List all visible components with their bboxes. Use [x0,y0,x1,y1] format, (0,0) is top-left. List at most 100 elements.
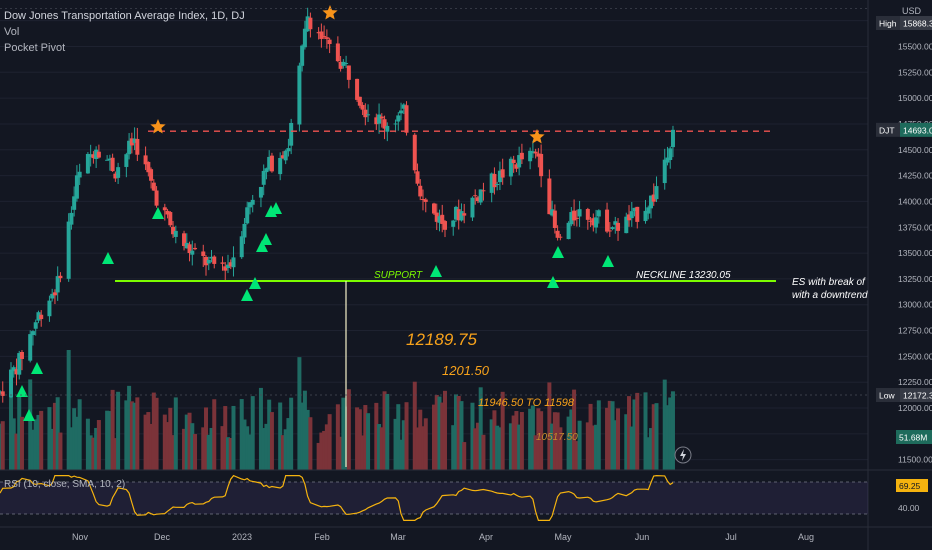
candle-body[interactable] [421,199,426,201]
candle-body[interactable] [360,105,365,110]
candle-body[interactable] [206,259,211,264]
candle-body[interactable] [33,322,38,329]
candle-body[interactable] [355,78,360,100]
candle-body[interactable] [250,199,255,205]
candle-body[interactable] [569,212,574,225]
candle-body[interactable] [442,221,447,230]
candle-body[interactable] [470,197,475,218]
candle-body[interactable] [508,158,513,177]
candle-body[interactable] [0,391,5,396]
candle-body[interactable] [17,353,22,375]
candle-body[interactable] [146,161,151,173]
candle-body[interactable] [231,257,236,268]
candle-body[interactable] [533,151,538,154]
candle-body[interactable] [555,230,560,238]
candle-body[interactable] [168,212,173,226]
candle-body[interactable] [283,150,288,161]
candle-body[interactable] [500,169,505,178]
candle-body[interactable] [585,209,590,220]
candle-body[interactable] [143,155,148,165]
candle-body[interactable] [357,96,362,106]
candle-body[interactable] [514,164,519,169]
candle-body[interactable] [613,221,618,225]
candle-body[interactable] [629,211,634,219]
candle-body[interactable] [187,244,192,254]
candle-body[interactable] [113,173,118,179]
candle-body[interactable] [662,159,667,184]
candle-body[interactable] [149,169,154,181]
candle-body[interactable] [132,138,137,143]
candle-body[interactable] [201,251,206,256]
candle-body[interactable] [668,148,673,161]
candle-body[interactable] [11,367,16,372]
candle-body[interactable] [344,63,349,65]
candle-body[interactable] [212,256,217,264]
symbol-title[interactable]: Dow Jones Transportation Average Index, … [4,10,245,22]
candle-body[interactable] [596,210,601,217]
candle-body[interactable] [616,222,621,231]
candle-body[interactable] [8,369,13,398]
candle-body[interactable] [440,214,445,225]
candle-body[interactable] [572,210,577,221]
candle-body[interactable] [72,196,77,210]
candle-body[interactable] [14,369,19,375]
candle-body[interactable] [107,158,112,161]
candle-body[interactable] [610,227,615,230]
candle-body[interactable] [239,236,244,258]
candle-body[interactable] [184,242,189,249]
candle-body[interactable] [588,220,593,222]
candle-body[interactable] [105,159,110,161]
candle-body[interactable] [28,334,33,361]
candle-body[interactable] [269,155,274,172]
candle-body[interactable] [432,203,436,214]
candle-body[interactable] [591,218,596,226]
candle-body[interactable] [536,153,541,157]
candle-body[interactable] [69,212,74,225]
candle-body[interactable] [451,220,456,227]
candle-body[interactable] [517,155,522,168]
candle-body[interactable] [566,222,571,240]
candle-body[interactable] [182,233,187,246]
candle-body[interactable] [624,216,629,234]
candle-body[interactable] [574,217,579,219]
candle-body[interactable] [66,221,71,279]
candle-body[interactable] [305,16,310,32]
candle-body[interactable] [50,293,55,299]
candle-body[interactable] [401,104,406,109]
candle-body[interactable] [223,266,228,271]
candle-body[interactable] [154,190,159,206]
candle-body[interactable] [247,202,252,208]
candle-body[interactable] [399,110,404,114]
candle-body[interactable] [377,114,382,124]
candle-body[interactable] [151,182,156,191]
candle-body[interactable] [481,190,486,192]
candle-body[interactable] [30,331,35,336]
candle-body[interactable] [127,140,132,155]
candle-body[interactable] [85,153,90,174]
candle-body[interactable] [547,178,552,215]
candle-body[interactable] [415,171,420,184]
candle-body[interactable] [530,151,535,154]
candle-body[interactable] [651,194,656,202]
candle-body[interactable] [552,210,557,228]
candle-body[interactable] [550,209,555,216]
candle-body[interactable] [258,186,263,198]
candle-body[interactable] [52,292,57,296]
candle-body[interactable] [171,226,176,235]
candle-body[interactable] [379,116,384,119]
candle-body[interactable] [324,37,329,39]
candle-body[interactable] [577,209,582,217]
candle-body[interactable] [478,189,483,203]
candle-body[interactable] [338,61,343,69]
candle-body[interactable] [47,300,52,317]
candle-body[interactable] [607,230,612,232]
candle-body[interactable] [36,312,41,321]
candle-body[interactable] [124,154,129,167]
candle-body[interactable] [643,210,648,222]
candle-body[interactable] [346,65,351,80]
candle-body[interactable] [88,154,93,157]
candle-body[interactable] [245,207,250,224]
candle-body[interactable] [173,230,178,237]
candle-body[interactable] [511,159,516,164]
